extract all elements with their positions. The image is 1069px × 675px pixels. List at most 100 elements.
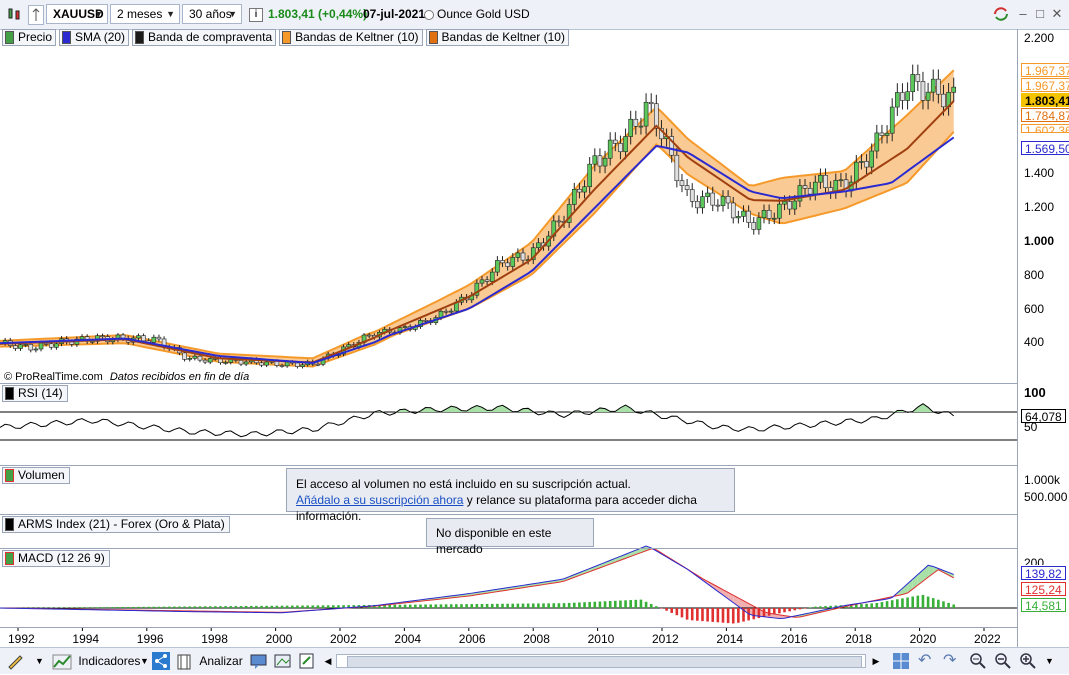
price-candle bbox=[752, 222, 756, 229]
macd-histogram-bar bbox=[122, 607, 125, 608]
macd-histogram-bar bbox=[240, 606, 243, 608]
macd-histogram-bar bbox=[870, 603, 873, 608]
panel-separator bbox=[0, 465, 1018, 466]
macd-histogram-bar bbox=[158, 607, 161, 608]
price-candle bbox=[80, 337, 84, 339]
arms-swatch bbox=[5, 518, 14, 531]
pencil-icon[interactable] bbox=[6, 652, 26, 670]
price-candle bbox=[577, 189, 581, 192]
price-candle bbox=[593, 156, 597, 164]
indicators-button[interactable]: Indicadores bbox=[52, 652, 152, 670]
rsi-title[interactable]: RSI (14) bbox=[2, 385, 68, 402]
grid-icon[interactable] bbox=[892, 652, 910, 670]
macd-histogram-bar bbox=[86, 607, 89, 608]
undo-icon[interactable]: ↶ bbox=[918, 652, 936, 670]
price-candle bbox=[54, 344, 58, 348]
price-candle bbox=[280, 365, 284, 366]
period-select[interactable]: 30 años▼ bbox=[182, 4, 242, 24]
chat-icon[interactable] bbox=[250, 652, 268, 670]
chevron-down-icon[interactable]: ▼ bbox=[140, 652, 149, 670]
macd-histogram-bar bbox=[532, 603, 535, 608]
keltner-lower-line bbox=[0, 132, 954, 367]
minimize-button[interactable]: – bbox=[1015, 6, 1031, 22]
price-candle bbox=[424, 320, 428, 321]
price-candle bbox=[706, 193, 710, 197]
price-candle bbox=[916, 74, 920, 81]
chevron-down-icon[interactable]: ▼ bbox=[1045, 652, 1054, 670]
price-candle bbox=[521, 253, 525, 260]
chevron-down-icon: ▼ bbox=[166, 5, 175, 23]
time-axis-label: 1996 bbox=[137, 632, 164, 646]
macd-histogram-bar bbox=[50, 608, 53, 609]
volume-title[interactable]: Volumen bbox=[2, 467, 70, 484]
price-candle bbox=[490, 272, 494, 281]
indicators-label: Indicadores bbox=[78, 654, 140, 668]
maximize-button[interactable]: □ bbox=[1032, 6, 1048, 22]
price-candle bbox=[818, 175, 822, 182]
macd-tag: 14,581 bbox=[1021, 598, 1066, 612]
macd-title[interactable]: MACD (12 26 9) bbox=[2, 550, 110, 567]
add-subscription-link[interactable]: Añádalo a su suscripción ahora bbox=[296, 493, 463, 507]
macd-histogram-bar bbox=[168, 607, 171, 608]
price-candle bbox=[208, 359, 212, 363]
symbol-select[interactable]: XAUUSD▼ bbox=[46, 4, 108, 24]
price-candle bbox=[870, 151, 874, 167]
price-candle bbox=[716, 205, 720, 206]
price-candle bbox=[803, 186, 807, 189]
chart-area[interactable] bbox=[0, 29, 1069, 649]
redo-icon[interactable]: ↷ bbox=[943, 652, 961, 670]
macd-histogram-bar bbox=[891, 600, 894, 608]
period-label: 30 años bbox=[189, 7, 232, 21]
macd-histogram-bar bbox=[317, 605, 320, 608]
macd-histogram-bar bbox=[404, 605, 407, 608]
time-axis-label: 2016 bbox=[781, 632, 808, 646]
refresh-icon[interactable] bbox=[992, 6, 1010, 22]
macd-histogram-bar bbox=[614, 601, 617, 608]
macd-histogram-bar bbox=[624, 600, 627, 608]
scrollbar-thumb[interactable] bbox=[347, 656, 862, 668]
price-candle bbox=[152, 337, 156, 342]
chevron-down-icon: ▼ bbox=[228, 5, 237, 23]
zoom-fit-icon[interactable] bbox=[969, 652, 987, 670]
scroll-left-button[interactable]: ◀ bbox=[322, 652, 334, 670]
price-candle bbox=[618, 143, 622, 151]
macd-histogram-bar bbox=[337, 605, 340, 608]
macd-histogram-bar bbox=[593, 602, 596, 608]
macd-histogram-bar bbox=[219, 606, 222, 608]
macd-histogram-bar bbox=[670, 608, 673, 613]
info-icon[interactable]: i bbox=[249, 8, 263, 22]
scroll-right-button[interactable]: ▶ bbox=[870, 652, 882, 670]
export-icon[interactable] bbox=[298, 652, 316, 670]
macd-histogram-bar bbox=[686, 608, 689, 620]
rsi-title-label: RSI (14) bbox=[18, 386, 63, 401]
price-candle bbox=[24, 344, 28, 345]
status-dot-icon bbox=[424, 10, 434, 20]
price-axis-label: 600 bbox=[1024, 302, 1044, 316]
arms-title[interactable]: ARMS Index (21) - Forex (Oro & Plata) bbox=[2, 516, 230, 533]
macd-histogram-bar bbox=[429, 604, 432, 608]
macd-histogram-bar bbox=[860, 604, 863, 608]
screenshot-icon[interactable] bbox=[274, 652, 292, 670]
timeframe-select[interactable]: 2 meses▼ bbox=[110, 4, 180, 24]
price-candle bbox=[301, 365, 305, 367]
macd-histogram-bar bbox=[450, 604, 453, 608]
horizontal-scrollbar[interactable] bbox=[336, 654, 866, 668]
macd-histogram-bar bbox=[793, 608, 796, 610]
analyze-button[interactable]: Analizar bbox=[175, 652, 245, 670]
close-button[interactable]: ✕ bbox=[1049, 6, 1065, 22]
price-candle bbox=[136, 336, 140, 338]
price-candle bbox=[157, 337, 161, 339]
chevron-down-icon[interactable]: ▼ bbox=[35, 652, 44, 670]
price-candle bbox=[890, 107, 894, 133]
zoom-out-icon[interactable] bbox=[994, 652, 1012, 670]
macd-histogram-bar bbox=[265, 606, 268, 608]
chart-type-icon[interactable] bbox=[6, 6, 22, 22]
macd-histogram-bar bbox=[229, 606, 232, 608]
link-toggle-icon[interactable] bbox=[28, 5, 44, 25]
macd-histogram-bar bbox=[132, 607, 135, 608]
price-candle bbox=[239, 360, 243, 364]
chart-toolbar: XAUUSD▼ 2 meses▼ 30 años▼ i 1.803,41 (+0… bbox=[0, 0, 1069, 30]
price-candle bbox=[224, 362, 228, 363]
zoom-in-icon[interactable] bbox=[1019, 652, 1037, 670]
share-icon[interactable] bbox=[152, 652, 170, 670]
